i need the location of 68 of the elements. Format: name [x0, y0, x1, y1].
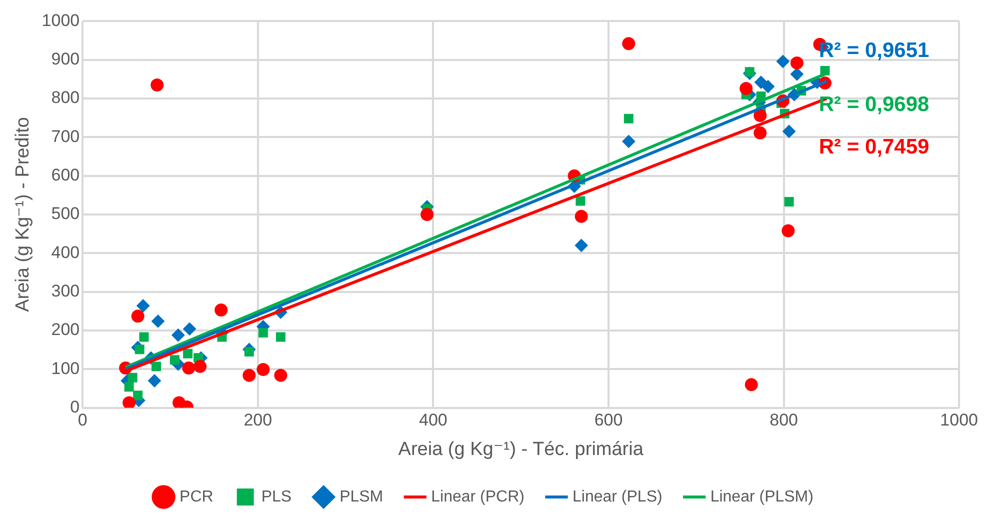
point	[782, 124, 796, 138]
y-axis-title: Areia (g Kg⁻¹) - Predito	[12, 117, 34, 312]
annotation: R² = 0,7459	[818, 135, 930, 158]
y-tick-label: 600	[51, 166, 80, 185]
x-tick-label: 200	[244, 410, 272, 430]
point	[744, 378, 758, 392]
point	[576, 196, 586, 206]
point	[139, 332, 149, 342]
point	[151, 314, 164, 328]
y-tick-label: 400	[51, 242, 80, 262]
y-tick-label: 100	[51, 358, 80, 378]
point	[136, 299, 150, 312]
y-tick-label: 700	[51, 126, 80, 146]
point	[762, 80, 775, 94]
legend-label: PCR	[180, 488, 214, 506]
point	[274, 368, 288, 382]
point	[214, 303, 228, 316]
point	[622, 37, 636, 50]
point	[122, 396, 136, 408]
legend-label: PLSM	[340, 488, 384, 506]
x-tick-label: 400	[419, 410, 448, 430]
point	[133, 390, 143, 400]
point	[242, 368, 256, 382]
point	[170, 355, 180, 365]
point	[194, 360, 207, 373]
point	[172, 328, 185, 342]
y-tick-label: 200	[51, 320, 80, 340]
point	[790, 56, 804, 70]
y-tick-label: 800	[51, 88, 80, 108]
point	[782, 224, 795, 238]
point	[622, 134, 636, 148]
point	[740, 82, 753, 95]
legend-label: Linear (PLS)	[572, 488, 662, 506]
legend-label: Linear (PLSM)	[710, 488, 814, 506]
point	[574, 210, 588, 223]
point	[244, 347, 254, 356]
point	[754, 109, 767, 122]
point	[420, 208, 434, 221]
point	[624, 114, 634, 124]
point	[131, 310, 144, 323]
point	[183, 322, 196, 336]
x-tick-label: 800	[770, 410, 798, 430]
point	[150, 78, 164, 92]
point	[776, 54, 790, 68]
point	[124, 382, 134, 392]
y-tick-label: 500	[51, 204, 80, 224]
x-tick-label: 600	[594, 410, 623, 430]
legend-label: Linear (PCR)	[431, 488, 524, 506]
x-axis-title: Areia (g Kg⁻¹) - Téc. primária	[398, 438, 644, 460]
point	[276, 332, 286, 342]
point	[790, 68, 804, 81]
legend-label: PLS	[261, 488, 292, 506]
point	[754, 126, 767, 140]
point	[128, 372, 138, 382]
y-tick-label: 0	[70, 397, 80, 416]
point	[182, 361, 196, 374]
point	[148, 374, 161, 388]
point	[258, 328, 268, 338]
y-tick-label: 1000	[42, 10, 80, 30]
point	[183, 348, 193, 358]
annotation: R² = 0,9698	[818, 92, 930, 116]
x-tick-label: 1000	[940, 410, 978, 430]
point	[784, 197, 794, 206]
y-tick-label: 900	[51, 50, 80, 69]
point	[256, 363, 270, 376]
y-tick-label: 300	[51, 282, 80, 301]
point	[152, 362, 161, 372]
point	[574, 238, 588, 252]
